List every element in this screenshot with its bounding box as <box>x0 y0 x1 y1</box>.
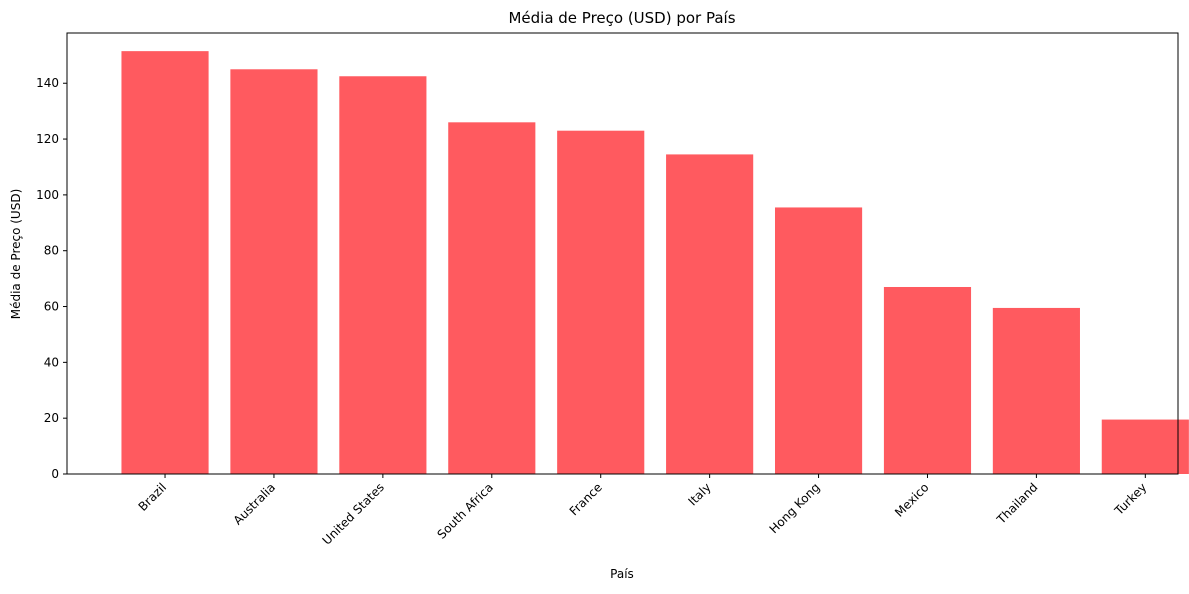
y-axis: 0 20 40 60 80 100 120 140 <box>36 76 67 481</box>
x-tick-label: United States <box>320 480 387 547</box>
plot-frame <box>66 32 1179 475</box>
bar-mexico <box>883 286 972 474</box>
bars-group <box>121 51 1189 474</box>
x-axis-label: País <box>610 567 634 581</box>
x-tick-label: South Africa <box>434 480 495 541</box>
y-tick-label: 40 <box>44 355 59 369</box>
y-tick-label: 80 <box>44 244 59 258</box>
y-tick-label: 120 <box>36 132 59 146</box>
bar-italy <box>666 154 754 474</box>
bar-france <box>557 130 645 474</box>
y-axis-label: Média de Preço (USD) <box>9 189 23 320</box>
x-tick-label: Brazil <box>136 480 170 514</box>
y-tick-label: 60 <box>44 300 59 314</box>
bar-hong-kong <box>774 207 863 474</box>
chart-title: Média de Preço (USD) por País <box>508 9 735 27</box>
x-tick-label: Turkey <box>1111 480 1149 518</box>
y-tick-label: 0 <box>51 467 59 481</box>
x-axis: Brazil Australia United States South Africa… <box>136 474 1149 548</box>
bar-thailand <box>992 307 1080 474</box>
x-tick-label: Mexico <box>892 480 932 520</box>
bar-australia <box>230 69 318 474</box>
x-tick-label: Hong Kong <box>767 480 823 536</box>
x-tick-label: Australia <box>231 480 278 527</box>
bar-brazil <box>121 51 209 474</box>
y-tick-label: 140 <box>36 76 59 90</box>
bar-united-states <box>339 76 427 474</box>
bar-south-africa <box>448 122 536 474</box>
x-tick-label: Italy <box>685 480 713 508</box>
x-tick-label: Thailand <box>993 480 1040 527</box>
y-tick-label: 100 <box>36 188 59 202</box>
y-tick-label: 20 <box>44 411 59 425</box>
bar-turkey <box>1101 419 1189 474</box>
x-tick-label: France <box>567 480 605 518</box>
